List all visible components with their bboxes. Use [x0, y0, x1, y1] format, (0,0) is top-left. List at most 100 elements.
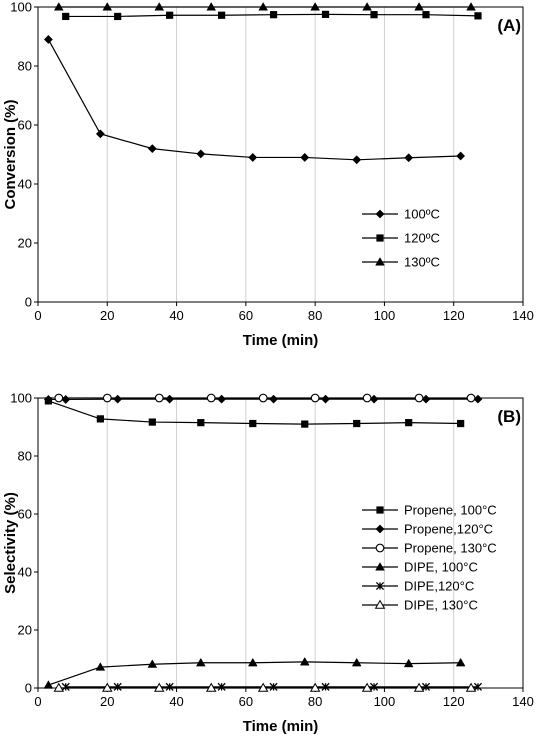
y-tick-label: 40	[18, 177, 32, 192]
legend-item: Propene,120°C	[362, 522, 493, 537]
data-point	[352, 155, 361, 164]
legend-label: Propene, 100°C	[404, 503, 497, 518]
data-point	[114, 13, 121, 20]
legend-item: DIPE, 100°C	[362, 560, 478, 575]
data-point	[300, 658, 309, 666]
legend-label: DIPE,120°C	[404, 579, 474, 594]
y-tick-label: 100	[10, 391, 32, 406]
data-point	[113, 395, 122, 404]
legend-marker	[376, 525, 385, 534]
legend-label: 120ºC	[404, 231, 440, 246]
data-point	[321, 395, 330, 404]
x-axis-title: Time (min)	[243, 718, 319, 735]
legend-item: 100ºC	[362, 207, 440, 222]
data-point	[467, 394, 475, 402]
legend-label: 130ºC	[404, 255, 440, 270]
panel-label: (A)	[497, 16, 521, 35]
y-tick-label: 20	[18, 623, 32, 638]
x-tick-label: 40	[169, 694, 183, 709]
series-line	[48, 39, 460, 159]
x-tick-label: 60	[239, 694, 253, 709]
x-tick-label: 140	[512, 308, 534, 323]
data-point	[311, 394, 319, 402]
x-tick-label: 100	[374, 694, 396, 709]
y-tick-label: 20	[18, 236, 32, 251]
x-tick-label: 40	[169, 308, 183, 323]
data-point	[62, 13, 69, 20]
data-point	[456, 658, 465, 666]
data-point	[422, 11, 429, 18]
y-tick-label: 40	[18, 565, 32, 580]
legend: 100ºC 120ºC 130ºC	[362, 207, 440, 270]
legend-label: DIPE, 130°C	[404, 598, 478, 613]
data-point	[44, 35, 53, 44]
data-point	[248, 153, 257, 162]
legend-item: Propene, 100°C	[362, 503, 497, 518]
data-point	[207, 394, 215, 402]
data-point	[301, 421, 308, 428]
data-point	[415, 394, 423, 402]
y-axis-title: Selectivity (%)	[2, 492, 19, 594]
panel-label: (B)	[497, 407, 521, 426]
data-point	[149, 418, 156, 425]
data-point	[197, 419, 204, 426]
data-point	[148, 144, 157, 153]
legend-item: DIPE, 130°C	[362, 598, 478, 613]
y-tick-label: 0	[25, 295, 32, 310]
y-tick-label: 60	[18, 118, 32, 133]
y-tick-label: 100	[10, 0, 32, 15]
legend-label: DIPE, 100°C	[404, 560, 478, 575]
legend-marker	[376, 210, 385, 219]
legend-item: 120ºC	[362, 231, 440, 246]
data-point	[259, 394, 267, 402]
data-point	[363, 394, 371, 402]
series-2	[62, 11, 481, 20]
legend-marker	[376, 506, 383, 513]
data-point	[97, 415, 104, 422]
data-point	[370, 11, 377, 18]
data-point	[300, 153, 309, 162]
x-tick-label: 0	[34, 308, 41, 323]
legend: Propene, 100°C Propene,120°C Propene, 130°…	[362, 503, 497, 613]
legend-marker	[376, 234, 383, 241]
data-point	[322, 11, 329, 18]
series-3	[54, 3, 475, 11]
x-tick-label: 80	[308, 308, 322, 323]
data-point	[404, 153, 413, 162]
y-tick-label: 80	[18, 59, 32, 74]
legend-marker	[376, 544, 384, 552]
data-point	[165, 395, 174, 404]
x-tick-label: 100	[374, 308, 396, 323]
x-tick-label: 20	[100, 308, 114, 323]
data-point	[269, 395, 278, 404]
data-point	[196, 150, 205, 159]
data-point	[103, 394, 111, 402]
plot-area-border	[38, 7, 523, 302]
data-point	[96, 129, 105, 138]
data-point	[353, 420, 360, 427]
x-tick-label: 140	[512, 694, 534, 709]
y-tick-label: 0	[25, 681, 32, 696]
x-tick-label: 60	[239, 308, 253, 323]
data-point	[166, 12, 173, 19]
x-axis-title: Time (min)	[243, 332, 319, 349]
data-point	[217, 395, 226, 404]
data-point	[218, 12, 225, 19]
legend-label: Propene, 130°C	[404, 541, 497, 556]
data-point	[474, 12, 481, 19]
x-tick-label: 120	[443, 694, 465, 709]
x-tick-label: 80	[308, 694, 322, 709]
data-point	[249, 420, 256, 427]
legend-item: Propene, 130°C	[362, 541, 497, 556]
legend-item: 130ºC	[362, 255, 440, 270]
data-point	[270, 11, 277, 18]
x-tick-label: 0	[34, 694, 41, 709]
data-point	[456, 152, 465, 161]
x-tick-label: 20	[100, 694, 114, 709]
data-point	[405, 419, 412, 426]
y-axis-title: Conversion (%)	[2, 99, 19, 209]
legend-item: DIPE,120°C	[362, 579, 474, 594]
